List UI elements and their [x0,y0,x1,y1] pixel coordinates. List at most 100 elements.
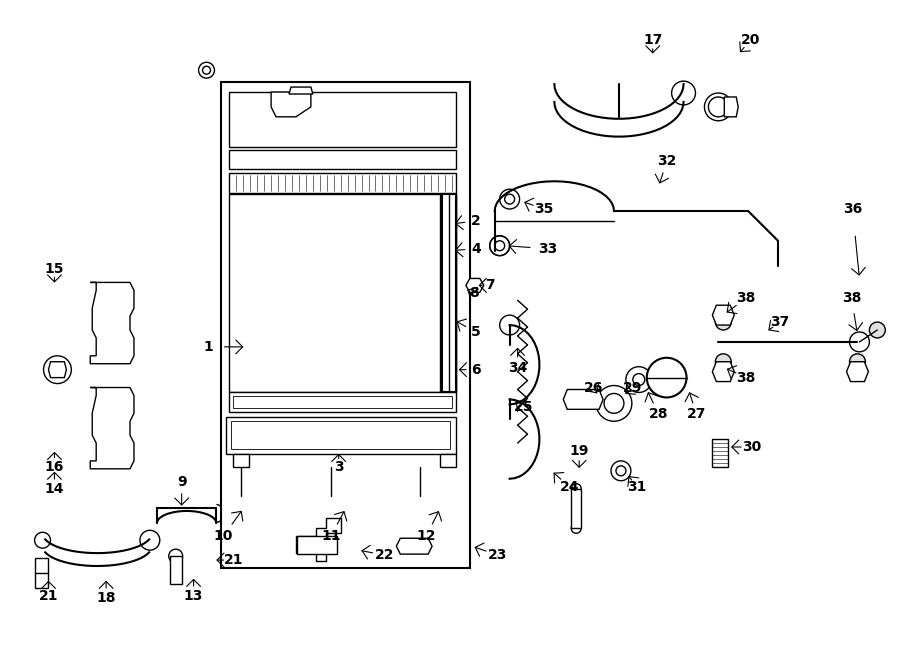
Text: 11: 11 [321,529,340,543]
Polygon shape [724,97,738,117]
Circle shape [611,461,631,481]
Text: 1: 1 [203,340,213,354]
Text: 8: 8 [469,286,479,300]
Text: 21: 21 [39,589,58,603]
Circle shape [238,456,246,464]
Circle shape [633,373,644,385]
Text: 9: 9 [177,475,186,488]
Text: 29: 29 [623,381,643,395]
Circle shape [140,530,160,550]
Bar [221,82,470,568]
Circle shape [257,421,285,449]
Circle shape [850,354,866,369]
Circle shape [616,466,625,476]
Circle shape [455,286,465,295]
Polygon shape [713,305,734,325]
Circle shape [318,496,344,522]
Text: 10: 10 [213,529,233,543]
Polygon shape [233,454,249,467]
Text: 24: 24 [560,480,579,494]
Polygon shape [847,362,868,381]
Circle shape [490,236,509,256]
Circle shape [229,496,254,522]
Text: 19: 19 [570,444,589,458]
Circle shape [235,502,248,514]
Circle shape [302,554,310,562]
Circle shape [572,484,581,494]
Circle shape [850,332,869,352]
Bar [713,439,728,467]
Circle shape [604,393,624,413]
Circle shape [500,189,519,209]
Polygon shape [296,518,341,561]
Text: 38: 38 [842,292,861,305]
Bar [230,194,456,393]
Text: 17: 17 [644,34,662,48]
Circle shape [425,434,435,444]
Circle shape [495,241,505,251]
Circle shape [705,93,733,121]
Circle shape [408,496,433,522]
Polygon shape [230,149,456,169]
Text: 2: 2 [471,214,481,228]
Text: 31: 31 [627,480,646,494]
Text: 18: 18 [96,591,116,605]
Text: 37: 37 [770,315,789,329]
Circle shape [596,385,632,421]
Polygon shape [563,389,603,409]
Circle shape [202,66,211,74]
Text: 22: 22 [374,548,394,562]
Circle shape [34,532,50,548]
Polygon shape [231,421,450,449]
Circle shape [325,502,337,514]
Circle shape [716,314,732,330]
Text: 36: 36 [843,202,862,216]
Bar [572,488,581,528]
Circle shape [869,322,886,338]
Polygon shape [440,454,456,467]
Polygon shape [90,282,134,364]
Text: 16: 16 [45,460,64,474]
Bar [442,194,456,393]
Text: 23: 23 [488,548,508,562]
Circle shape [265,428,278,442]
Text: 26: 26 [583,381,603,395]
Text: 12: 12 [417,529,436,543]
Circle shape [43,356,71,383]
Text: 13: 13 [184,589,203,603]
Circle shape [327,554,335,562]
Polygon shape [230,173,456,193]
Text: 14: 14 [45,482,64,496]
Bar [170,556,182,584]
Text: 3: 3 [334,460,344,474]
Circle shape [414,502,426,514]
Text: 32: 32 [657,155,676,169]
Circle shape [168,549,183,563]
Text: 28: 28 [649,407,669,421]
Circle shape [505,194,515,204]
Text: 33: 33 [538,242,557,256]
Text: 20: 20 [741,34,760,48]
Text: 5: 5 [471,325,481,339]
Text: 7: 7 [485,278,495,292]
Polygon shape [230,92,456,147]
Bar [34,558,49,588]
Circle shape [444,456,452,464]
Circle shape [572,524,581,533]
Polygon shape [466,278,484,292]
Circle shape [716,354,732,369]
Text: 6: 6 [471,363,481,377]
Circle shape [356,434,365,444]
Circle shape [199,62,214,78]
Polygon shape [289,87,313,94]
Polygon shape [90,387,134,469]
Text: 35: 35 [534,202,554,216]
Text: 27: 27 [687,407,707,421]
Polygon shape [49,362,67,377]
Bar [440,194,456,393]
Polygon shape [227,417,456,454]
Text: 15: 15 [45,262,64,276]
Text: 30: 30 [742,440,761,454]
Text: 38: 38 [736,292,756,305]
Polygon shape [230,393,456,412]
